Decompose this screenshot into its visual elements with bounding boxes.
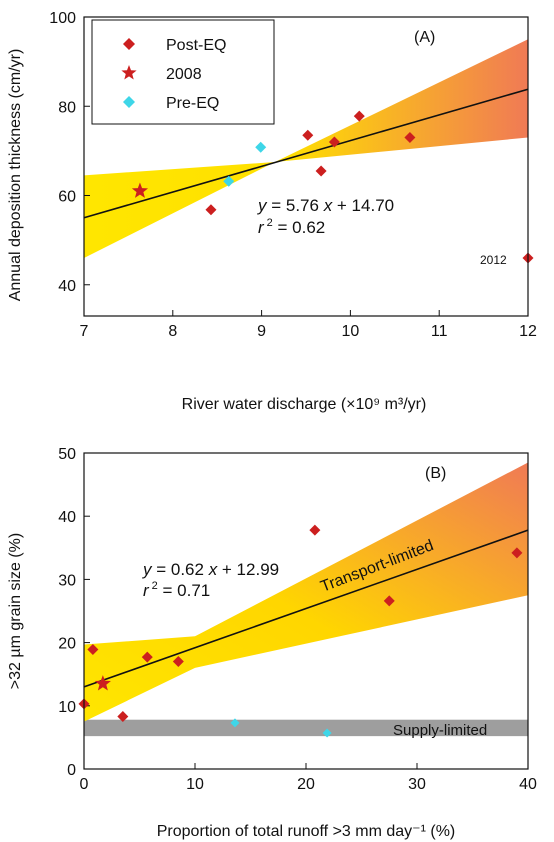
r2-a-r: r (258, 218, 265, 237)
legend-label-2008: 2008 (166, 66, 202, 83)
data-point-post-eq (87, 644, 99, 656)
data-point-pre-eq (230, 718, 240, 728)
data-point-post-eq (328, 136, 340, 148)
panel-label-a: (A) (414, 29, 435, 46)
eq-a-eq: = 5.76 (267, 196, 324, 215)
data-point-pre-eq (223, 175, 235, 187)
confidence-band-area (84, 462, 528, 722)
y-tick-label: 20 (58, 636, 76, 653)
y-tick-label: 60 (58, 189, 76, 206)
y-tick-label: 30 (58, 572, 76, 589)
supply-limited-label: Supply-limited (393, 722, 487, 739)
y-axis-label-a: Annual deposition thickness (cm/yr) (7, 49, 24, 302)
x-tick-label: 12 (519, 323, 537, 340)
legend-label-pre-eq: Pre-EQ (166, 95, 219, 112)
y-tick-label: 40 (58, 278, 76, 295)
r2-b-sup: 2 (152, 580, 158, 592)
data-point-post-eq (309, 524, 321, 536)
data-point-post-eq (511, 547, 523, 559)
data-point-pre-eq (255, 141, 267, 153)
eq-a-y: y (257, 196, 268, 215)
data-point-post-eq (404, 131, 416, 143)
data-point-post-eq (117, 711, 129, 723)
axis-ticks-b: 0 10 20 30 40 0 10 20 30 40 50 (58, 446, 537, 793)
data-point-2008 (94, 675, 111, 691)
x-tick-label: 9 (257, 323, 266, 340)
confidence-band-area (84, 39, 528, 258)
data-point-post-eq (141, 651, 153, 663)
fit-line-b (83, 529, 529, 688)
equation-a: y = 5.76 x + 14.70 (257, 196, 394, 215)
supply-limited-band (84, 719, 528, 737)
y-tick-label: 100 (49, 10, 76, 27)
regression-line (83, 88, 529, 219)
regression-line (83, 529, 529, 688)
data-point-post-eq (315, 165, 327, 177)
plot-frame-b (83, 452, 529, 770)
legend-label-post-eq: Post-EQ (166, 37, 226, 54)
legend-marker-2008 (121, 65, 137, 80)
legend-box (91, 19, 275, 125)
legend-marker-pre-eq (123, 96, 135, 108)
confidence-band-a (84, 39, 528, 258)
data-point-post-eq (353, 110, 365, 122)
data-points-b (78, 524, 523, 738)
y-tick-label: 40 (58, 509, 76, 526)
data-point-post-eq (205, 204, 217, 216)
eq-b-rest: + 12.99 (217, 560, 279, 579)
x-tick-label: 10 (342, 323, 360, 340)
plot-frame-a (83, 16, 529, 317)
r2-a-sup: 2 (267, 217, 273, 229)
panel-label-b: (B) (425, 465, 446, 482)
axis-ticks-a: 7 8 9 10 11 12 40 60 80 100 (49, 10, 537, 340)
equation-b: y = 0.62 x + 12.99 (142, 560, 279, 579)
x-tick-label: 10 (186, 776, 204, 793)
x-axis-label-a: River water discharge (×10⁹ m³/yr) (182, 396, 427, 413)
eq-b-eq: = 0.62 (152, 560, 209, 579)
x-tick-label: 20 (297, 776, 315, 793)
y-axis-label-b: >32 µm grain size (%) (7, 533, 24, 689)
x-axis-label-b: Proportion of total runoff >3 mm day⁻¹ (… (157, 823, 456, 840)
eq-b-x: x (208, 560, 218, 579)
panel-b: 0 10 20 30 40 0 10 20 30 40 50 (B) y = 0.62 x + 12… (7, 446, 537, 840)
y-tick-label: 80 (58, 99, 76, 116)
eq-a-rest: + 14.70 (332, 196, 394, 215)
x-tick-label: 11 (431, 323, 448, 340)
y-tick-label: 50 (58, 446, 76, 463)
fit-line-a (83, 88, 529, 219)
data-point-pre-eq (322, 728, 332, 738)
confidence-band-b (84, 462, 528, 722)
x-tick-label: 30 (408, 776, 426, 793)
y-tick-label: 10 (58, 699, 76, 716)
legend-marker-post-eq (123, 38, 135, 50)
annotation-2012: 2012 (480, 253, 507, 267)
r2-a-rest: = 0.62 (273, 218, 325, 237)
data-point-post-eq (172, 656, 184, 668)
legend-a: Post-EQ 2008 Pre-EQ (91, 19, 275, 125)
r2-b-rest: = 0.71 (158, 581, 210, 600)
data-point-post-eq (383, 595, 395, 607)
x-tick-label: 0 (80, 776, 89, 793)
x-tick-label: 8 (168, 323, 177, 340)
panel-a: 7 8 9 10 11 12 40 60 80 100 (A) Post-EQ 2008 Pre-… (7, 10, 537, 413)
data-points-a (131, 110, 534, 264)
data-point-2008 (131, 182, 149, 198)
r2-b-r: r (143, 581, 150, 600)
x-tick-label: 40 (519, 776, 537, 793)
data-point-post-eq (302, 129, 314, 141)
x-tick-label: 7 (80, 323, 89, 340)
eq-b-y: y (142, 560, 153, 579)
y-tick-label: 0 (67, 762, 76, 779)
eq-a-x: x (323, 196, 333, 215)
